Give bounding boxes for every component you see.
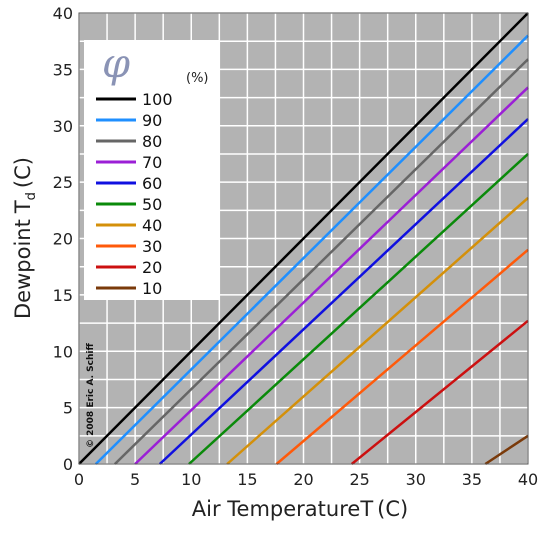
y-axis-title-text: Dewpoint: [11, 219, 35, 319]
legend-item-90: 90: [96, 111, 162, 130]
y-tick-label: 40: [53, 4, 73, 23]
series-line-10: [484, 434, 529, 466]
y-tick-labels: 0 5 10 15 20 25 30 35 40: [53, 4, 73, 474]
legend-item-10: 10: [96, 279, 162, 298]
legend-label: 10: [142, 279, 162, 298]
x-axis-title: Air TemperatureT (C): [192, 497, 408, 521]
series-line-100: [78, 12, 529, 465]
series-line-50: [188, 153, 529, 465]
legend-symbol: φ: [102, 41, 130, 87]
y-tick-label: 35: [53, 60, 73, 79]
x-axis-title-text: Air Temperature: [192, 497, 361, 521]
x-axis-title-symbol: T: [359, 497, 373, 521]
x-tick-labels: 0 5 10 15 20 25 30 35 40: [74, 470, 538, 489]
x-tick-label: 25: [349, 470, 369, 489]
x-axis-title-unit: (C): [377, 497, 408, 521]
x-tick-label: 5: [130, 470, 140, 489]
legend-label: 100: [142, 90, 173, 109]
series-lines: [78, 12, 529, 466]
x-tick-label: 0: [74, 470, 84, 489]
y-axis-title: Dewpoint Td (C): [11, 157, 39, 319]
series-line-60: [158, 118, 529, 465]
legend-label: 60: [142, 174, 162, 193]
legend-label: 70: [142, 153, 162, 172]
series-line-20: [350, 319, 529, 465]
y-axis-title-unit: (C): [11, 157, 35, 188]
x-tick-label: 30: [406, 470, 426, 489]
copyright-text: © 2008 Eric A. Schiff: [86, 343, 96, 448]
plot-frame: [78, 12, 529, 465]
legend: φ (%) 100 90 80 70 60 50 40 30 20 10: [84, 40, 220, 300]
legend-item-40: 40: [96, 216, 162, 235]
series-line-30: [275, 248, 529, 465]
legend-item-60: 60: [96, 174, 162, 193]
legend-unit: (%): [186, 71, 209, 86]
y-tick-label: 0: [63, 455, 73, 474]
legend-box: [84, 40, 220, 300]
y-tick-label: 30: [53, 117, 73, 136]
legend-label: 40: [142, 216, 162, 235]
y-axis-title-symbol: T: [11, 200, 35, 214]
series-line-40: [226, 196, 529, 465]
x-tick-label: 10: [181, 470, 201, 489]
y-axis-title-subscript: d: [24, 192, 39, 200]
y-tick-label: 5: [63, 399, 73, 418]
legend-label: 90: [142, 111, 162, 130]
x-tick-label: 35: [462, 470, 482, 489]
x-tick-label: 15: [237, 470, 257, 489]
legend-item-70: 70: [96, 153, 162, 172]
series-line-80: [114, 58, 529, 465]
legend-label: 30: [142, 237, 162, 256]
x-tick-label: 20: [293, 470, 313, 489]
legend-label: 80: [142, 132, 162, 151]
legend-item-30: 30: [96, 237, 162, 256]
y-tick-label: 15: [53, 286, 73, 305]
series-line-70: [134, 86, 529, 465]
y-tick-label: 25: [53, 173, 73, 192]
legend-item-50: 50: [96, 195, 162, 214]
legend-item-20: 20: [96, 258, 162, 277]
x-tick-label: 40: [518, 470, 538, 489]
legend-item-80: 80: [96, 132, 162, 151]
y-tick-label: 10: [53, 342, 73, 361]
y-tick-label: 20: [53, 230, 73, 249]
legend-item-100: 100: [96, 90, 173, 109]
legend-label: 50: [142, 195, 162, 214]
legend-label: 20: [142, 258, 162, 277]
series-line-90: [94, 34, 529, 465]
